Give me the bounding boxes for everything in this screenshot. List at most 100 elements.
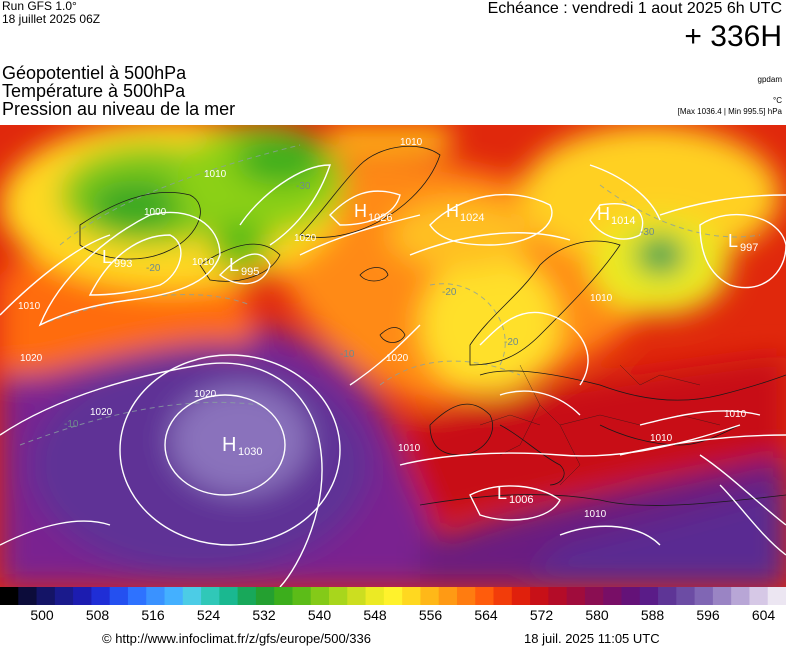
run-info: Run GFS 1.0° 18 juillet 2025 06Z: [2, 0, 100, 26]
isobar-label: 1010: [400, 137, 423, 148]
isobar-label: 1010: [204, 169, 227, 180]
colorbar-swatch: [712, 587, 732, 605]
isobar-label: 1010: [584, 509, 607, 520]
isobar-label: 1010: [724, 409, 747, 420]
colorbar-swatch: [219, 587, 239, 605]
isobar-label: 1010: [650, 433, 673, 444]
isobar-label: 1020: [194, 389, 217, 400]
colorbar-swatch: [767, 587, 786, 605]
colorbar-swatch: [731, 587, 750, 605]
colorbar-swatch: [18, 587, 38, 605]
pressure-center-l-997-letter: L: [728, 231, 738, 251]
colorbar-swatch: [274, 587, 293, 605]
temperature-label: -30: [296, 181, 311, 192]
pressure-center-l-995-letter: L: [229, 255, 239, 275]
colorbar-swatch: [603, 587, 622, 605]
colorbar-label: 596: [696, 607, 720, 623]
pressure-center-h-1014-value: 1014: [611, 215, 635, 227]
pressure-centers: H 1030 H 1024 H 1026 H 1014 L 993 L 997 …: [102, 201, 758, 506]
colorbar-swatch: [511, 587, 531, 605]
colorbar-label: 524: [196, 607, 221, 623]
colorbar-swatch: [36, 587, 56, 605]
isobar-label: 1010: [192, 257, 215, 268]
colorbar-swatch: [694, 587, 714, 605]
colorbar-label: 564: [474, 607, 498, 623]
pressure-center-h-1014-letter: H: [597, 204, 610, 224]
title-geopotential: Géopotentiel à 500hPa: [2, 63, 187, 83]
colorbar-swatch: [383, 587, 403, 605]
colorbar-swatch: [420, 587, 440, 605]
pressure-range: [Max 1036.4 | Min 995.5] hPa: [677, 107, 782, 116]
colorbar-swatch: [402, 587, 421, 605]
colorbar-swatch: [54, 587, 74, 605]
isobar-label: 1020: [386, 353, 409, 364]
colorbar-swatch: [0, 587, 19, 605]
colorbar-swatch: [438, 587, 458, 605]
colorbar-swatch: [255, 587, 275, 605]
colorbar-swatch: [639, 587, 659, 605]
pressure-center-l-1006-letter: L: [497, 483, 507, 503]
isobars: [0, 164, 786, 587]
colorbar-swatch: [749, 587, 769, 605]
colorbar-swatch: [127, 587, 147, 605]
colorbar: [0, 587, 786, 605]
pressure-center-h-1024-letter: H: [446, 201, 459, 221]
title-pressure: Pression au niveau de la mer: [2, 99, 236, 119]
isobar-labels: 1020 1020 1020 1020 1010 1010 1010 1010 …: [18, 137, 747, 520]
temperature-label: -10: [340, 349, 355, 360]
colorbar-swatch: [566, 587, 586, 605]
colorbar-swatch: [237, 587, 257, 605]
temperature-label: -30: [640, 227, 655, 238]
colorbar-swatch: [201, 587, 220, 605]
colorbar-label: 580: [585, 607, 609, 623]
isobar-label: 1010: [18, 301, 41, 312]
isobar-label: 1020: [294, 233, 317, 244]
temperature-label: -10: [64, 419, 79, 430]
temperature-labels: -20 -20 -20 -10 -10 -30 -30: [64, 181, 655, 430]
colorbar-swatch: [292, 587, 312, 605]
colorbar-label: 556: [418, 607, 443, 623]
map-titles: Géopotentiel à 500hPa Température à 500h…: [2, 64, 235, 118]
center-1000-label: 1000: [144, 207, 167, 218]
colorbar-swatch: [73, 587, 92, 605]
colorbar-swatch: [182, 587, 202, 605]
isobar-label: 1020: [90, 407, 113, 418]
colorbar-label: 540: [307, 607, 332, 623]
colorbar-label: 548: [363, 607, 387, 623]
colorbar-swatch: [109, 587, 129, 605]
generated-timestamp: 18 juil. 2025 11:05 UTC: [524, 631, 660, 646]
forecast-valid-time: Echéance : vendredi 1 aout 2025 6h UTC: [487, 0, 782, 17]
colorbar-swatch: [475, 587, 495, 605]
colorbar-swatch: [329, 587, 348, 605]
colorbar-swatch: [658, 587, 677, 605]
colorbar-swatch: [456, 587, 476, 605]
pressure-center-h-1024-value: 1024: [460, 212, 484, 224]
colorbar-swatch: [365, 587, 385, 605]
pressure-center-l-1006-value: 1006: [509, 494, 533, 506]
units-legend: gpdam °C [Max 1036.4 | Min 995.5] hPa: [678, 74, 782, 117]
colorbar-swatch: [310, 587, 330, 605]
colorbar-swatch: [146, 587, 166, 605]
colorbar-swatch: [584, 587, 604, 605]
temperature-label: -20: [442, 287, 457, 298]
colorbar-swatch: [493, 587, 513, 605]
temperature-label: -20: [504, 337, 519, 348]
colorbar-label: 532: [252, 607, 276, 623]
pressure-center-l-995-value: 995: [241, 266, 259, 278]
colorbar-label: 572: [529, 607, 554, 623]
colorbar-label: 516: [141, 607, 165, 623]
isobar-label: 1020: [20, 353, 43, 364]
pressure-center-l-993-value: 993: [114, 258, 132, 270]
temperature-label: -20: [146, 263, 161, 274]
pressure-center-h-1030-letter: H: [222, 434, 236, 456]
colorbar-swatch: [530, 587, 549, 605]
run-label: Run GFS 1.0°: [2, 0, 77, 13]
unit-temperature: °C: [773, 96, 782, 105]
colorbar-swatch: [621, 587, 641, 605]
pressure-center-l-997-value: 997: [740, 242, 758, 254]
forecast-hour: + 336H: [684, 20, 782, 53]
colorbar-swatch: [164, 587, 184, 605]
run-date: 18 juillet 2025 06Z: [2, 12, 101, 26]
title-temperature: Température à 500hPa: [2, 81, 186, 101]
source-url: © http://www.infoclimat.fr/z/gfs/europe/…: [102, 631, 371, 646]
